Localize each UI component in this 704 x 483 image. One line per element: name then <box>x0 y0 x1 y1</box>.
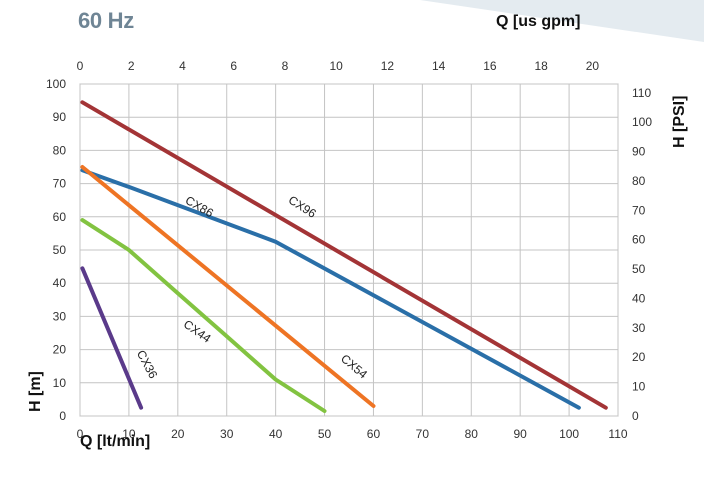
x2-axis-ticks: 0 2 4 6 8 10 12 14 16 18 20 <box>77 59 600 73</box>
y2-axis-title: H [PSI] <box>671 96 688 148</box>
y-tick-label: 90 <box>53 110 67 124</box>
series-cx44-line <box>80 218 327 413</box>
y2-tick-label: 100 <box>632 115 652 129</box>
y2-axis-ticks: 0 10 20 30 40 50 60 70 80 90 100 110 <box>632 86 652 423</box>
x-tick-label: 30 <box>220 427 234 441</box>
x2-tick-label: 2 <box>128 59 135 73</box>
y2-tick-label: 70 <box>632 203 646 217</box>
x2-tick-label: 6 <box>230 59 237 73</box>
x2-tick-label: 10 <box>330 59 344 73</box>
x2-tick-label: 4 <box>179 59 186 73</box>
series-group <box>80 100 608 413</box>
series-cx54-label: CX54 <box>338 351 370 381</box>
series-cx54-line <box>80 165 376 408</box>
y-tick-label: 0 <box>59 409 66 423</box>
x-tick-label: 80 <box>465 427 479 441</box>
y2-tick-label: 50 <box>632 262 646 276</box>
y-tick-label: 10 <box>53 376 67 390</box>
series-cx86-line <box>80 168 581 410</box>
x2-tick-label: 16 <box>483 59 497 73</box>
x-tick-label: 90 <box>514 427 528 441</box>
series-cx96-line <box>80 100 608 410</box>
y2-tick-label: 30 <box>632 321 646 335</box>
y2-tick-label: 80 <box>632 174 646 188</box>
series-cx36-line <box>80 266 144 410</box>
y-tick-label: 60 <box>53 210 67 224</box>
y-tick-label: 80 <box>53 143 67 157</box>
x2-tick-label: 20 <box>586 59 600 73</box>
y2-tick-label: 20 <box>632 350 646 364</box>
x-tick-label: 60 <box>367 427 381 441</box>
y2-tick-label: 60 <box>632 233 646 247</box>
y-axis-title: H [m] <box>27 371 44 412</box>
x-tick-label: 100 <box>559 427 579 441</box>
x2-axis-title: Q [us gpm] <box>496 13 580 30</box>
y-tick-label: 70 <box>53 177 67 191</box>
y-tick-label: 20 <box>53 343 67 357</box>
y2-tick-label: 90 <box>632 145 646 159</box>
y-tick-label: 40 <box>53 276 67 290</box>
x-tick-label: 50 <box>318 427 332 441</box>
series-cx36-label: CX36 <box>134 348 161 381</box>
x-tick-label: 10 <box>122 427 136 441</box>
y-tick-label: 100 <box>46 77 66 91</box>
y-tick-label: 30 <box>53 309 67 323</box>
x-axis-title: Q [lt/min] <box>80 433 150 450</box>
x2-tick-label: 8 <box>282 59 289 73</box>
y2-tick-label: 110 <box>632 86 651 100</box>
y2-tick-label: 10 <box>632 380 646 394</box>
y2-tick-label: 40 <box>632 291 646 305</box>
x-tick-label: 70 <box>416 427 430 441</box>
x-tick-label: 20 <box>171 427 185 441</box>
x2-tick-label: 14 <box>432 59 446 73</box>
x-tick-label: 110 <box>608 427 627 441</box>
x-axis-ticks: 0 10 20 30 40 50 60 70 80 90 100 110 <box>77 427 628 441</box>
x2-tick-label: 18 <box>534 59 548 73</box>
y-axis-ticks: 0 10 20 30 40 50 60 70 80 90 100 <box>46 77 66 423</box>
y2-tick-label: 0 <box>632 409 639 423</box>
x2-tick-label: 0 <box>77 59 84 73</box>
x-tick-label: 40 <box>269 427 283 441</box>
y-tick-label: 50 <box>53 243 67 257</box>
x-tick-label: 0 <box>77 427 84 441</box>
grid <box>79 83 619 417</box>
x2-tick-label: 12 <box>381 59 395 73</box>
frequency-title: 60 Hz <box>78 8 134 33</box>
